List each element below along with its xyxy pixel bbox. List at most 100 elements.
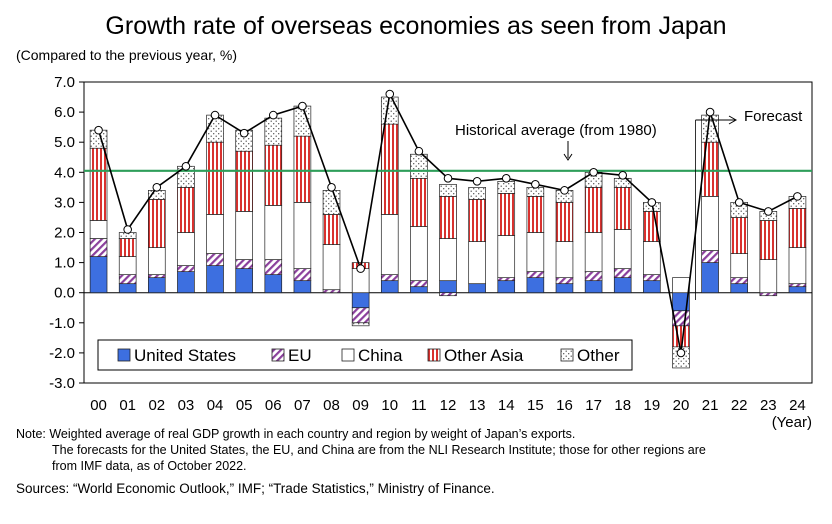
y-tick-label: 6.0 bbox=[54, 104, 75, 121]
x-tick-label: 16 bbox=[556, 397, 573, 414]
bar-eu bbox=[148, 274, 166, 279]
bar-other bbox=[264, 117, 283, 146]
bar-china bbox=[89, 220, 108, 239]
total-growth-point bbox=[705, 107, 715, 117]
bar-united-states bbox=[89, 256, 108, 294]
forecast-label: Forecast bbox=[744, 108, 803, 125]
bar-eu bbox=[555, 277, 574, 285]
total-growth-point bbox=[793, 192, 802, 201]
bar-united-states bbox=[788, 286, 807, 294]
bar-eu bbox=[613, 268, 632, 278]
y-tick-label: 2.0 bbox=[54, 225, 75, 242]
bar-other-asia bbox=[584, 187, 603, 233]
bar-other bbox=[468, 187, 486, 200]
bar-other bbox=[380, 96, 399, 125]
x-tick-label: 19 bbox=[643, 397, 660, 414]
legend-swatch-other bbox=[560, 348, 574, 362]
bar-united-states bbox=[177, 271, 195, 294]
total-growth-point bbox=[764, 207, 773, 216]
bar-eu bbox=[439, 292, 457, 297]
y-tick-label: 7.0 bbox=[54, 74, 75, 91]
note-line-1: Note: Weighted average of real GDP growt… bbox=[16, 427, 576, 441]
bar-other-asia bbox=[322, 214, 341, 245]
bar-other-asia bbox=[468, 199, 486, 242]
chart-title: Growth rate of overseas economies as see… bbox=[105, 12, 727, 40]
bar-other-asia bbox=[439, 196, 457, 239]
total-growth-point bbox=[618, 171, 628, 180]
bar-united-states bbox=[118, 283, 137, 294]
bar-other-asia bbox=[235, 150, 253, 212]
bar-other-asia bbox=[410, 177, 428, 227]
x-tick-label: 04 bbox=[207, 397, 224, 414]
bar-united-states bbox=[351, 292, 370, 309]
total-growth-point bbox=[501, 174, 511, 183]
bar-other-asia bbox=[759, 220, 778, 260]
bar-united-states bbox=[410, 286, 428, 294]
legend-label-other-asia: Other Asia bbox=[444, 346, 524, 365]
total-growth-point bbox=[210, 110, 220, 120]
bar-eu bbox=[497, 277, 516, 282]
bar-united-states bbox=[701, 262, 719, 294]
bar-other-asia bbox=[788, 208, 807, 248]
total-growth-point bbox=[647, 198, 657, 207]
x-tick-label: 06 bbox=[265, 397, 282, 414]
bar-united-states bbox=[584, 280, 603, 294]
bar-united-states bbox=[293, 280, 312, 294]
bar-eu bbox=[322, 289, 341, 294]
bar-china bbox=[759, 259, 778, 294]
legend-label-china: China bbox=[358, 346, 403, 365]
total-growth-point bbox=[443, 174, 453, 183]
bar-china bbox=[613, 229, 632, 269]
bar-other bbox=[410, 153, 428, 179]
bar-eu bbox=[584, 271, 603, 282]
bar-china bbox=[701, 196, 719, 251]
bar-china bbox=[497, 235, 516, 278]
bar-united-states bbox=[439, 280, 457, 294]
plot-area: 7.0 6.0 5.0 4.0 3.0 2.0 1.0 0.0 -1.0 -2.0 -3.0 00 01… bbox=[49, 74, 813, 430]
historical-average-label: Historical average (from 1980) bbox=[455, 122, 657, 139]
bar-united-states bbox=[643, 280, 661, 294]
x-tick-label: 01 bbox=[119, 397, 136, 414]
bar-united-states bbox=[555, 283, 574, 294]
bar-china bbox=[788, 247, 807, 285]
bar-eu bbox=[730, 277, 748, 285]
bar-china bbox=[439, 238, 457, 282]
y-tick-label: 3.0 bbox=[54, 194, 75, 211]
bar-eu bbox=[351, 307, 370, 324]
bar-eu bbox=[410, 280, 428, 288]
bar-china bbox=[410, 226, 428, 282]
bar-other-asia bbox=[177, 187, 195, 233]
total-growth-point bbox=[531, 180, 540, 189]
y-tick-label: -1.0 bbox=[49, 315, 75, 332]
x-tick-label: 03 bbox=[178, 397, 195, 414]
bar-other-asia bbox=[293, 135, 312, 203]
bar-eu bbox=[177, 265, 195, 272]
legend-swatch-eu bbox=[271, 348, 285, 362]
bar-united-states bbox=[148, 277, 166, 294]
bar-other-asia bbox=[701, 141, 719, 197]
bar-united-states bbox=[235, 268, 253, 294]
x-tick-label: 14 bbox=[498, 397, 515, 414]
bar-united-states bbox=[380, 280, 399, 294]
bar-united-states bbox=[468, 283, 486, 294]
bar-other-asia bbox=[730, 217, 748, 254]
total-growth-point bbox=[589, 168, 598, 177]
bar-united-states bbox=[206, 265, 224, 294]
bar-other-asia bbox=[613, 187, 632, 230]
bar-china bbox=[264, 205, 283, 260]
bar-eu bbox=[380, 274, 399, 282]
bar-china bbox=[206, 214, 224, 254]
bar-eu bbox=[643, 274, 661, 282]
y-tick-label: 4.0 bbox=[54, 164, 75, 181]
total-growth-point bbox=[268, 110, 278, 120]
bar-united-states bbox=[497, 280, 516, 294]
bar-other-asia bbox=[497, 193, 516, 236]
legend-label-other: Other bbox=[577, 346, 620, 365]
legend-label-eu: EU bbox=[288, 346, 312, 365]
total-growth-point bbox=[560, 186, 569, 195]
bar-other-asia bbox=[264, 144, 283, 206]
bar-china bbox=[672, 277, 690, 294]
legend-swatch-china bbox=[341, 348, 355, 362]
total-growth-point bbox=[385, 89, 395, 99]
x-tick-label: 05 bbox=[236, 397, 253, 414]
